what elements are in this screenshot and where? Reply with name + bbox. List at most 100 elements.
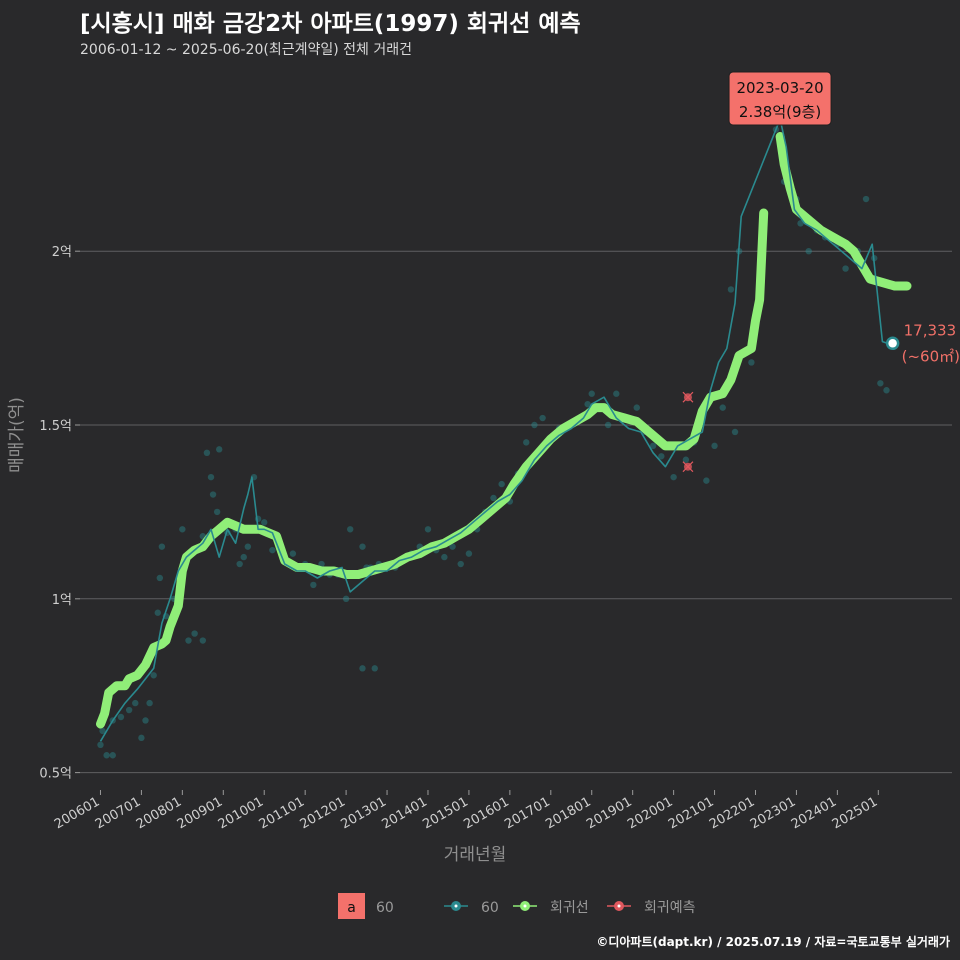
legend-key-box <box>338 893 365 919</box>
x-tick-label: 201101 <box>257 794 307 832</box>
x-tick-label: 202001 <box>625 794 675 832</box>
scatter-point <box>658 453 665 460</box>
x-tick-label: 201601 <box>461 794 511 832</box>
x-tick-label: 202201 <box>707 794 757 832</box>
x-tick-label: 200601 <box>52 794 102 832</box>
scatter-point <box>117 713 125 721</box>
scatter-point <box>441 553 448 561</box>
peak-label-date: 2023-03-20 <box>736 79 823 97</box>
scatter-point <box>103 752 110 759</box>
legend-item-label: 60 <box>481 900 499 916</box>
scatter-point <box>633 404 640 411</box>
scatter-point <box>465 550 473 557</box>
scatter-point <box>498 480 505 488</box>
scatter-point <box>179 526 186 533</box>
scatter-point <box>649 442 657 450</box>
x-tick-label: 200701 <box>93 794 143 832</box>
scatter-point <box>727 286 735 293</box>
scatter-point <box>523 439 530 446</box>
x-tick-label: 201501 <box>420 794 470 832</box>
peak-label-price: 2.38억(9층) <box>739 103 821 121</box>
x-tick-label: 201701 <box>502 794 552 832</box>
scatter-point <box>158 543 166 550</box>
x-tick-label: 201801 <box>543 794 593 832</box>
x-tick-label: 201201 <box>298 794 348 832</box>
scatter-point <box>269 546 276 554</box>
scatter-point <box>156 574 164 582</box>
legend-item-label: 회귀선 <box>550 900 589 916</box>
x-tick-label: 201901 <box>584 794 634 832</box>
scatter-point <box>604 421 612 429</box>
scatter-point <box>588 390 595 397</box>
scatter-point <box>797 220 804 227</box>
scatter-point <box>359 665 366 672</box>
scatter-point <box>584 400 591 408</box>
scatter-point <box>109 752 116 759</box>
scatter-point <box>877 380 884 387</box>
scatter-point <box>711 442 718 450</box>
scatter-point <box>883 387 890 394</box>
x-tick-label: 202401 <box>789 794 839 832</box>
scatter-point <box>154 609 161 616</box>
scatter-point <box>531 421 538 429</box>
scatter-point <box>209 491 217 498</box>
scatter-point <box>682 456 690 463</box>
latest-point-marker <box>885 336 900 351</box>
scatter-point <box>132 699 139 707</box>
series-60-line <box>99 118 893 742</box>
x-tick-label: 200901 <box>175 794 225 832</box>
scatter-point <box>199 637 207 644</box>
scatter-point <box>203 449 211 457</box>
scatter-point <box>261 519 268 526</box>
scatter-point <box>191 630 198 637</box>
x-tick-label: 202501 <box>830 794 880 832</box>
scatter-point <box>146 699 153 707</box>
scatter-point <box>310 581 317 589</box>
y-axis-title: 매매가(억) <box>7 397 27 473</box>
scatter-point <box>244 543 252 550</box>
x-tick-label: 202301 <box>748 794 798 832</box>
scatter-point <box>424 526 432 533</box>
scatter-point <box>289 550 297 557</box>
y-tick-label: 1.5억 <box>39 419 72 434</box>
scatter-point <box>805 247 812 255</box>
scatter-point <box>731 428 739 436</box>
scatter-point <box>703 477 710 484</box>
legend-item-label: 회귀예측 <box>644 900 696 916</box>
scatter-point <box>236 560 243 568</box>
x-tick-label: 200801 <box>134 794 184 832</box>
y-tick-label: 1억 <box>52 593 72 608</box>
scatter-point <box>613 390 620 397</box>
scatter-point <box>719 404 726 411</box>
legend-swatch-center <box>454 904 458 908</box>
x-tick-label: 202101 <box>666 794 716 832</box>
scatter-point <box>99 727 106 735</box>
scatter-point <box>457 560 464 568</box>
scatter-point <box>359 543 366 550</box>
x-tick-label: 201001 <box>216 794 266 832</box>
scatter-point <box>862 195 870 203</box>
x-tick-label: 201401 <box>379 794 429 832</box>
scatter-point <box>490 494 497 502</box>
scatter-point <box>842 265 849 272</box>
scatter-point <box>318 560 325 568</box>
chart-title: [시흥시] 매화 금강2차 아파트(1997) 회귀선 예측 <box>80 11 581 37</box>
legend-swatch-center <box>523 904 527 908</box>
y-tick-label: 0.5억 <box>39 767 72 782</box>
chart-subtitle: 2006-01-12 ~ 2025-06-20(최근계약일) 전체 거래건 <box>80 42 412 58</box>
scatter-point <box>142 717 149 724</box>
forecast-cross <box>682 391 694 403</box>
latest-price-label: 17,333 <box>904 321 957 339</box>
y-tick-label: 2억 <box>52 245 72 260</box>
peak-label-box <box>728 71 832 126</box>
scatter-point <box>138 734 145 742</box>
x-axis-title: 거래년월 <box>444 845 507 865</box>
scatter-point <box>150 672 157 679</box>
scatter-point <box>539 414 546 422</box>
scatter-point <box>670 473 677 481</box>
legend-key-label: 60 <box>376 900 394 916</box>
regression-line <box>96 208 769 729</box>
regression-line <box>775 132 912 291</box>
scatter-point <box>207 473 215 481</box>
scatter-point <box>97 741 104 749</box>
